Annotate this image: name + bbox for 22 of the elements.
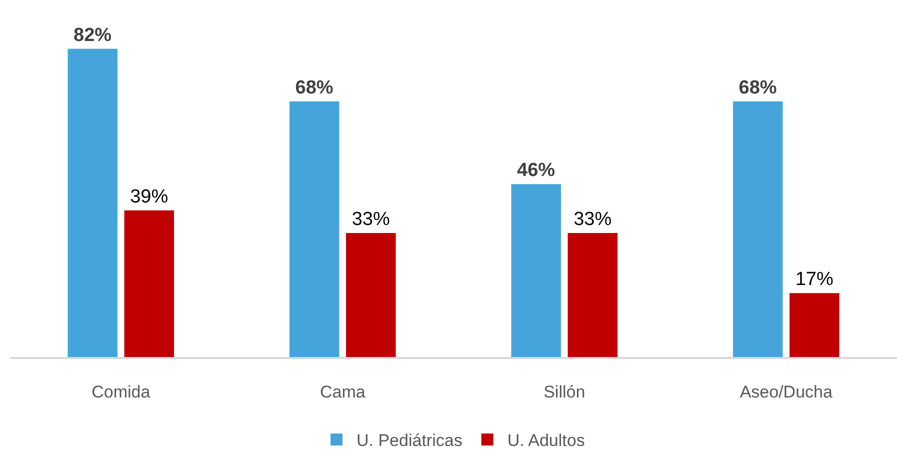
legend-label: U. Pediátricas (356, 431, 462, 450)
x-tick-label: Sillón (544, 382, 586, 402)
x-tick-label: Cama (320, 382, 366, 402)
data-label: 82% (74, 24, 112, 46)
data-label: 46% (517, 160, 556, 182)
data-label: 33% (574, 208, 612, 230)
data-label: 17% (795, 269, 834, 290)
bar (511, 184, 561, 357)
bar (790, 293, 840, 357)
bar (346, 232, 396, 357)
legend-label: U. Adultos (507, 431, 585, 450)
bar (289, 101, 340, 357)
data-label: 39% (130, 186, 168, 208)
x-tick-label: Comida (92, 382, 151, 402)
bar (68, 48, 118, 357)
bar (568, 232, 618, 357)
bar (732, 101, 783, 357)
bar (124, 210, 174, 357)
x-tick-label: Aseo/Ducha (740, 382, 833, 402)
data-label: 68% (738, 77, 777, 98)
data-label: 68% (295, 77, 334, 98)
data-label: 33% (352, 208, 390, 230)
